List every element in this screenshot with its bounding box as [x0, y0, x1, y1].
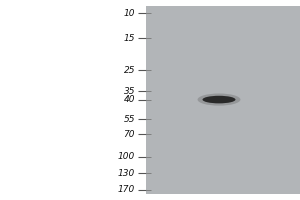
Text: 170: 170: [118, 185, 135, 194]
Text: 100: 100: [118, 152, 135, 161]
Text: 40: 40: [124, 95, 135, 104]
Text: 10: 10: [124, 9, 135, 18]
Text: 55: 55: [124, 115, 135, 124]
Text: 35: 35: [124, 87, 135, 96]
Ellipse shape: [202, 96, 236, 103]
FancyBboxPatch shape: [146, 6, 300, 194]
Text: 70: 70: [124, 130, 135, 139]
Text: 25: 25: [124, 66, 135, 75]
Text: 15: 15: [124, 34, 135, 43]
Ellipse shape: [197, 93, 241, 106]
Text: 130: 130: [118, 169, 135, 178]
